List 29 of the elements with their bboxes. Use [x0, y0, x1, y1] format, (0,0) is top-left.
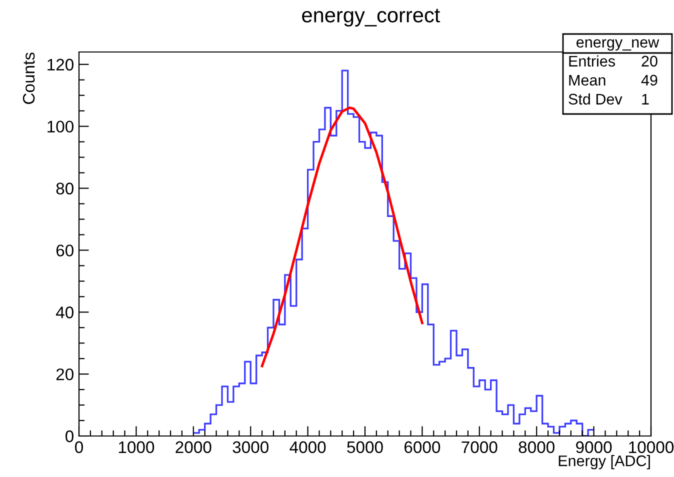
line-series — [260, 106, 424, 368]
x-tick-label: 9000 — [576, 441, 612, 454]
x-axis-title: Energy [ADC] — [558, 455, 650, 470]
annotation: Entries — [569, 55, 615, 67]
annotation: 49 — [641, 74, 658, 86]
x-tick-label: 3000 — [232, 441, 268, 454]
x-tick-label: 10000 — [629, 441, 674, 454]
y-tick-label: 120 — [48, 58, 74, 71]
x-tick-label: 6000 — [404, 441, 440, 454]
y-tick-label: 80 — [56, 182, 74, 194]
x-tick-label: 7000 — [462, 441, 498, 454]
x-tick-label: 0 — [75, 441, 83, 454]
y-tick-label: 20 — [56, 368, 74, 380]
x-tick-label: 5000 — [347, 441, 383, 454]
y-axis-title: Counts — [22, 52, 35, 104]
x-tick-label: 2000 — [176, 441, 212, 454]
annotation: 1 — [642, 94, 649, 104]
x-tick-label: 8000 — [518, 441, 554, 454]
annotation: Mean — [569, 74, 606, 86]
y-tick-label: 100 — [48, 120, 74, 133]
x-tick-label: 1000 — [118, 441, 154, 454]
annotation: Std Dev — [568, 93, 622, 105]
y-tick-label: 0 — [66, 430, 74, 442]
chart-title: energy_correct — [302, 8, 440, 27]
text: energy_new — [576, 39, 660, 51]
x-tick-label: 4000 — [290, 441, 326, 454]
annotation: 20 — [642, 56, 658, 67]
y-tick-label: 40 — [56, 306, 74, 318]
y-tick-label: 60 — [56, 244, 74, 256]
